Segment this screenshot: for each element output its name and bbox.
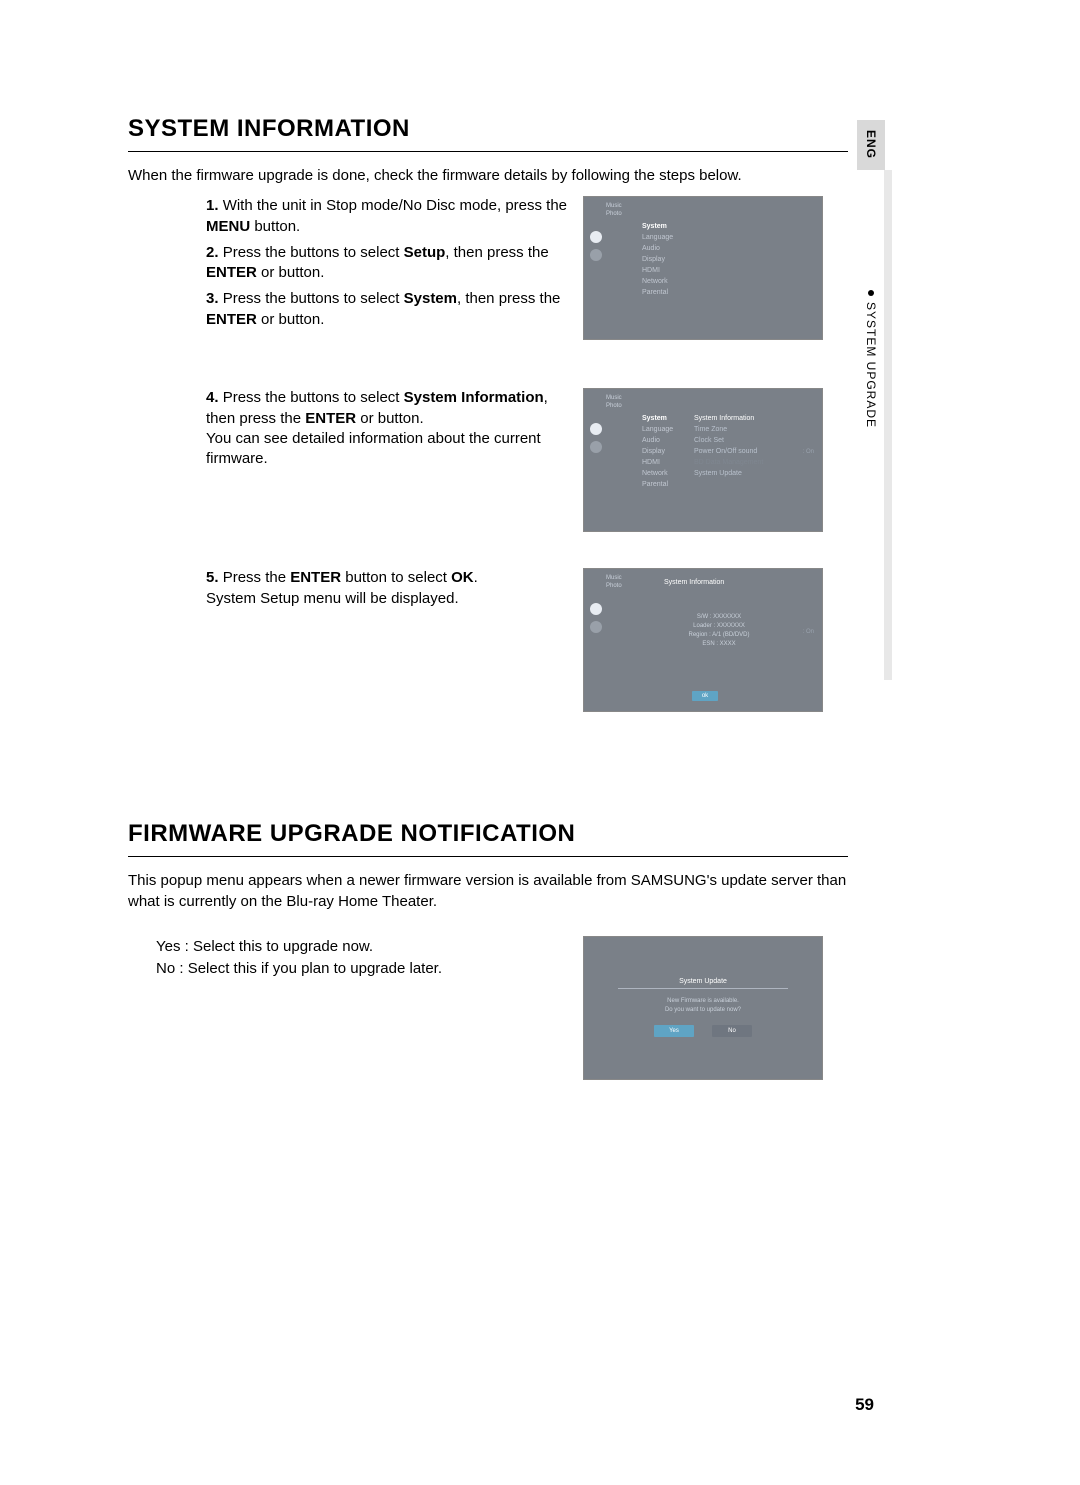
submenu-item: Time Zone (694, 426, 763, 433)
section-side-label: SYSTEM UPGRADE (864, 290, 878, 428)
step-5-block: 5. Press the ENTER button to select OK. … (128, 568, 583, 712)
popup-divider (618, 988, 788, 989)
instruction-row-1: 1. With the unit in Stop mode/No Disc mo… (128, 196, 848, 340)
language-tab: ENG (857, 120, 885, 170)
tab-photo: Photo (606, 583, 622, 589)
screenshot-4-wrap: System Update New Firmware is available.… (583, 936, 848, 1080)
submenu-item: System Information (694, 415, 763, 422)
instruction-row-2: 4. Press the buttons to select System In… (128, 388, 848, 532)
info-line: ESN : XXXX (644, 640, 794, 649)
info-panel-title: System Information (664, 579, 724, 586)
menu-item: Display (642, 256, 673, 263)
side-bar-decoration (884, 170, 892, 680)
step-3: 3. Press the buttons to select System, t… (206, 289, 571, 330)
notification-row: Yes : Select this to upgrade now. No : S… (128, 936, 848, 1080)
steps-1-3: 1. With the unit in Stop mode/No Disc mo… (128, 196, 583, 340)
screenshot-2-wrap: Music Photo System Language Audio Displa… (583, 388, 848, 532)
menu-item: Display (642, 448, 673, 455)
screenshot-system-information: Music Photo System Information S/W : XXX… (583, 568, 823, 712)
instruction-row-3: 5. Press the ENTER button to select OK. … (128, 568, 848, 712)
section1-intro: When the ﬁrmware upgrade is done, check … (128, 166, 848, 186)
ok-button[interactable]: ok (692, 691, 718, 701)
status-badge: : On (803, 629, 814, 635)
menu-item: Language (642, 426, 673, 433)
gear-icon (590, 231, 602, 243)
step-2: 2. Press the buttons to select Setup, th… (206, 243, 571, 284)
menu-item: System (642, 415, 673, 422)
info-panel: S/W : XXXXXXX Loader : XXXXXXX Region : … (644, 613, 794, 649)
tab-music: Music (606, 203, 622, 209)
option-no: No : Select this if you plan to upgrade … (156, 958, 583, 981)
submenu-item-disabled: BD Data Management (694, 459, 763, 466)
gear-icon (590, 603, 602, 615)
tab-music: Music (606, 395, 622, 401)
screenshot-1-wrap: Music Photo System Language Audio Displa… (583, 196, 848, 340)
bullet-icon (868, 290, 874, 296)
menu-item: HDMI (642, 459, 673, 466)
menu-item: Network (642, 278, 673, 285)
nav-icon (590, 441, 602, 453)
option-yes: Yes : Select this to upgrade now. (156, 936, 583, 959)
section-title-firmware-notification: FIRMWARE UPGRADE NOTIFICATION (128, 820, 980, 848)
nav-icon (590, 621, 602, 633)
divider (128, 856, 848, 857)
info-line: Loader : XXXXXXX (644, 622, 794, 631)
info-line: Region : A/1 (BD/DVD) (644, 631, 794, 640)
submenu-item: Power On/Off sound (694, 448, 763, 455)
status-badge: : On (803, 449, 814, 455)
screenshot-setup-menu: Music Photo System Language Audio Displa… (583, 196, 823, 340)
menu-right-column: System Information Time Zone Clock Set P… (694, 415, 763, 477)
screenshot-update-popup: System Update New Firmware is available.… (583, 936, 823, 1080)
menu-item: System (642, 223, 673, 230)
menu-item: HDMI (642, 267, 673, 274)
popup-message: New Firmware is available. Do you want t… (618, 997, 788, 1015)
info-line: S/W : XXXXXXX (644, 613, 794, 622)
step-4: 4. Press the buttons to select System In… (206, 388, 571, 469)
menu-left-column: System Language Audio Display HDMI Netwo… (642, 415, 673, 488)
page-number: 59 (855, 1395, 874, 1415)
divider (128, 151, 848, 152)
screenshot-system-submenu: Music Photo System Language Audio Displa… (583, 388, 823, 532)
menu-item: Language (642, 234, 673, 241)
section2-intro: This popup menu appears when a newer ﬁrm… (128, 871, 848, 912)
menu-item: Parental (642, 289, 673, 296)
language-label: ENG (864, 130, 878, 159)
gear-icon (590, 423, 602, 435)
yes-no-options: Yes : Select this to upgrade now. No : S… (128, 936, 583, 1080)
section-side-text: SYSTEM UPGRADE (864, 302, 878, 428)
tab-music: Music (606, 575, 622, 581)
popup-title: System Update (618, 978, 788, 985)
nav-icon (590, 249, 602, 261)
submenu-item: Clock Set (694, 437, 763, 444)
manual-page: ENG SYSTEM UPGRADE SYSTEM INFORMATION Wh… (0, 0, 1080, 1485)
step-4-block: 4. Press the buttons to select System In… (128, 388, 583, 532)
menu-item: Audio (642, 245, 673, 252)
menu-item: Audio (642, 437, 673, 444)
menu-item: Network (642, 470, 673, 477)
menu-column: System Language Audio Display HDMI Netwo… (642, 223, 673, 296)
screenshot-3-wrap: Music Photo System Information S/W : XXX… (583, 568, 848, 712)
popup-yes-button[interactable]: Yes (654, 1025, 694, 1037)
popup-no-button[interactable]: No (712, 1025, 752, 1037)
submenu-item: System Update (694, 470, 763, 477)
tab-photo: Photo (606, 403, 622, 409)
tab-photo: Photo (606, 211, 622, 217)
menu-item: Parental (642, 481, 673, 488)
step-1: 1. With the unit in Stop mode/No Disc mo… (206, 196, 571, 237)
section-title-system-information: SYSTEM INFORMATION (128, 115, 980, 143)
step-5: 5. Press the ENTER button to select OK. … (206, 568, 571, 609)
